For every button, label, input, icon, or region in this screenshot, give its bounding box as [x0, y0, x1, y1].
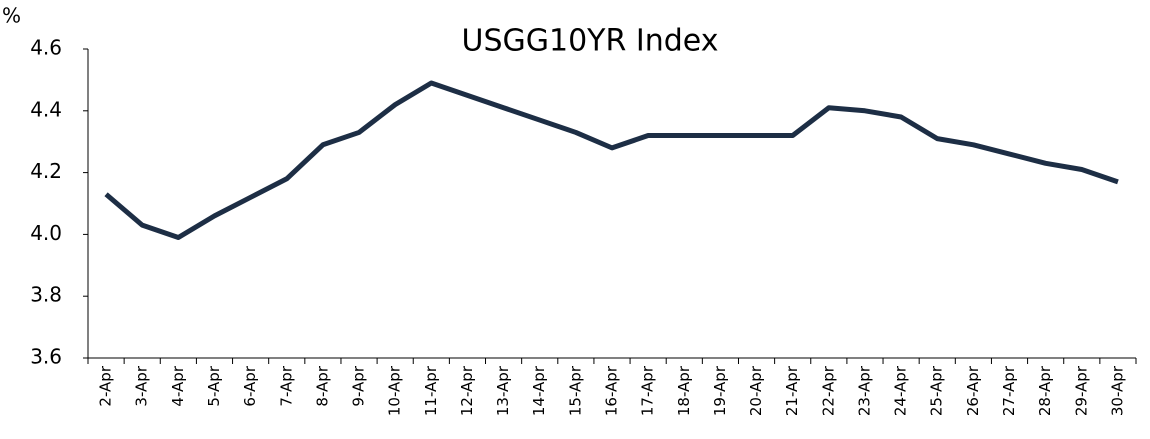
- x-tick-label: 11-Apr: [422, 365, 440, 416]
- x-tick-label: 2-Apr: [97, 365, 115, 406]
- x-tick-label: 26-Apr: [964, 365, 982, 416]
- x-tick-label: 23-Apr: [855, 365, 873, 416]
- x-tick-label: 16-Apr: [603, 365, 621, 416]
- x-tick-label: 14-Apr: [530, 365, 548, 416]
- x-tick-label: 13-Apr: [494, 365, 512, 416]
- x-tick-label: 4-Apr: [169, 365, 187, 406]
- x-tick-label: 27-Apr: [1000, 365, 1018, 416]
- line: [104, 80, 1119, 240]
- y-tick-label: 4.4: [30, 97, 62, 121]
- x-tick-label: 24-Apr: [892, 365, 910, 416]
- x-tick-label: 8-Apr: [313, 365, 331, 406]
- y-axis-label: %: [2, 4, 21, 28]
- x-tick-label: 12-Apr: [458, 365, 476, 416]
- x-tick-label: 6-Apr: [241, 365, 259, 406]
- x-tick-label: 10-Apr: [386, 365, 404, 416]
- x-tick-label: 7-Apr: [277, 365, 295, 406]
- y-tick-label: 4.0: [30, 221, 62, 245]
- x-tick-label: 18-Apr: [675, 365, 693, 416]
- x-tick-label: 19-Apr: [711, 365, 729, 416]
- x-tick-label: 15-Apr: [566, 365, 584, 416]
- x-tick-label: 25-Apr: [928, 365, 946, 416]
- y-tick-label: 3.8: [30, 283, 62, 307]
- chart-title: USGG10YR Index: [462, 24, 719, 59]
- x-tick-label: 9-Apr: [350, 365, 368, 406]
- y-tick-label: 4.2: [30, 159, 62, 183]
- x-tick-label: 17-Apr: [639, 365, 657, 416]
- y-tick-label: 4.6: [30, 36, 62, 60]
- x-tick-label: 29-Apr: [1072, 365, 1090, 416]
- y-tick-label: 3.6: [30, 345, 62, 369]
- x-tick-label: 30-Apr: [1108, 365, 1126, 416]
- x-tick-label: 20-Apr: [747, 365, 765, 416]
- x-tick-label: 28-Apr: [1036, 365, 1054, 416]
- x-tick-label: 3-Apr: [133, 365, 151, 406]
- x-tick-label: 22-Apr: [819, 365, 837, 416]
- x-tick-label: 5-Apr: [205, 365, 223, 406]
- x-tick-label: 21-Apr: [783, 365, 801, 416]
